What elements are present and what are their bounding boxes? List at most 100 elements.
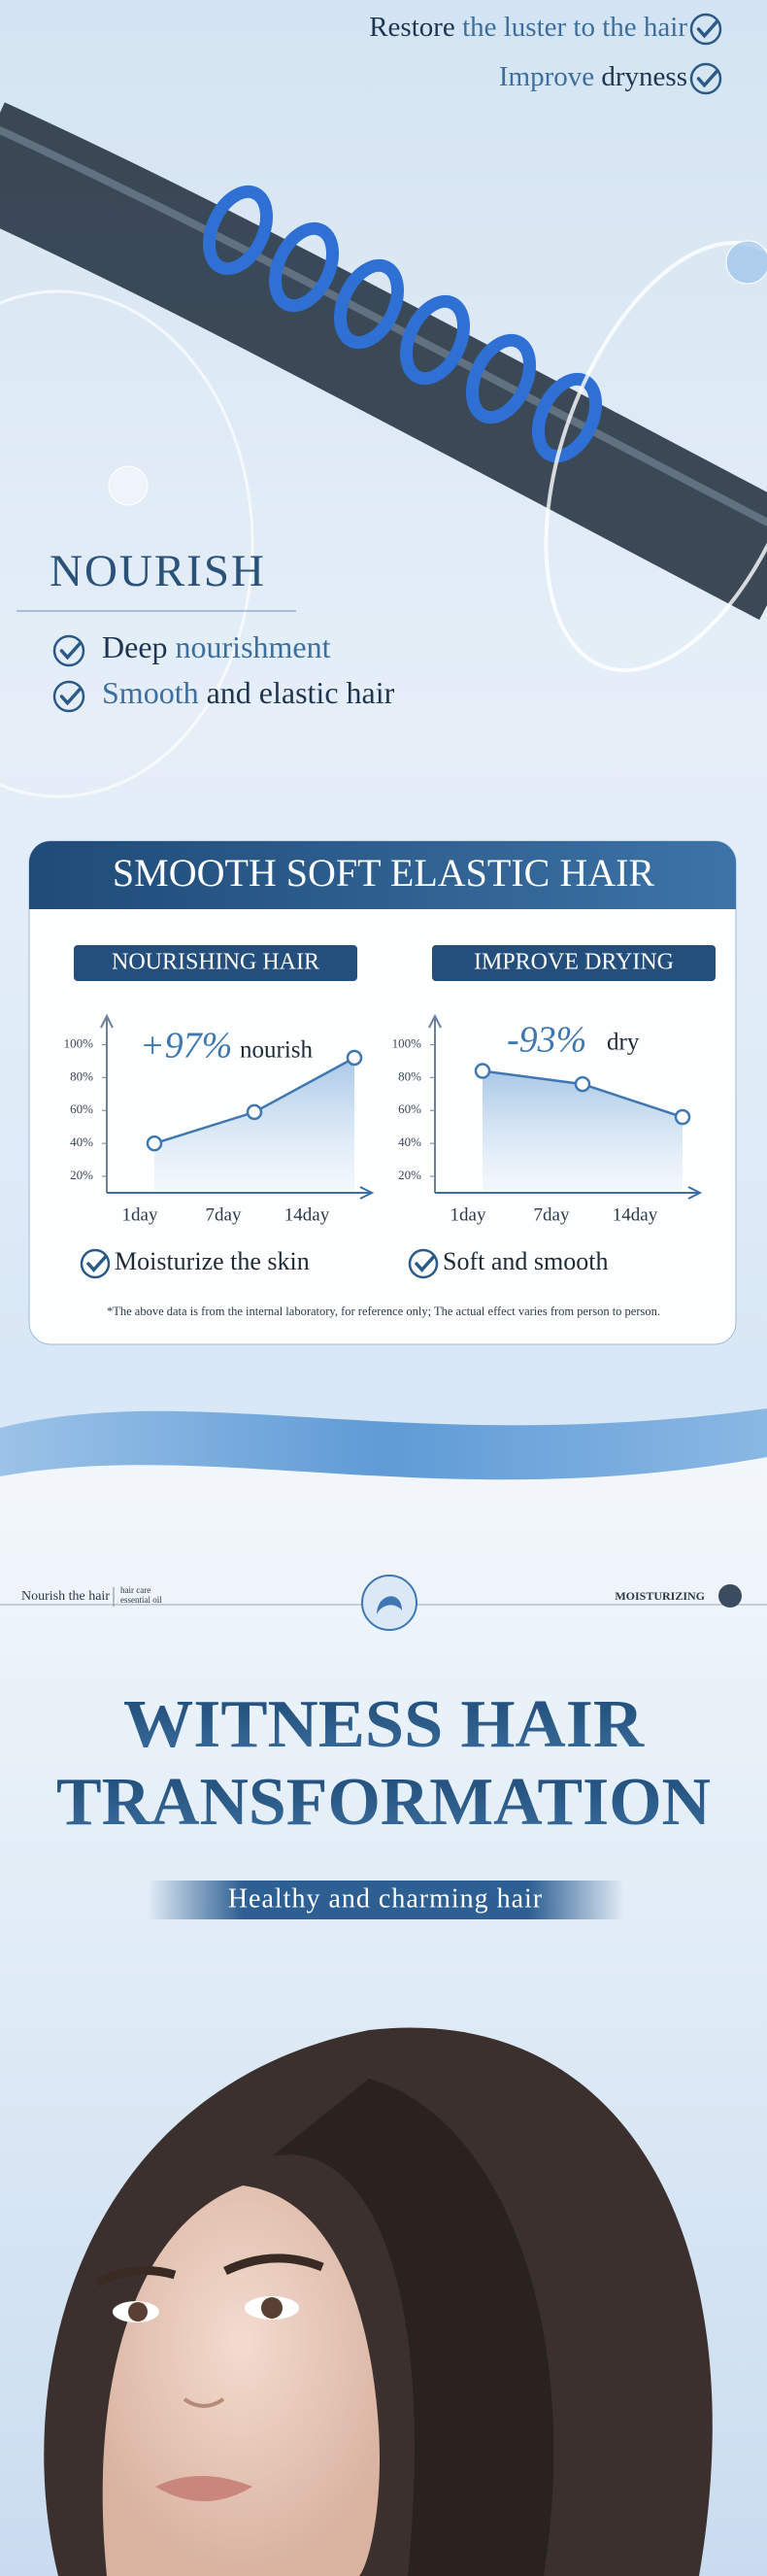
check-mark xyxy=(59,641,82,661)
footnote: *The above data is from the internal lab… xyxy=(107,1305,660,1318)
point xyxy=(674,1108,691,1126)
tagline: Healthy and charming hair xyxy=(228,1883,543,1914)
check-icon xyxy=(52,634,85,667)
nav-right: MOISTURIZING xyxy=(615,1589,705,1603)
y-tick-label: 80% xyxy=(70,1068,93,1083)
x-tick-label: 14day xyxy=(284,1204,330,1225)
nourish-item-part: nourishment xyxy=(176,629,331,664)
y-arrow xyxy=(100,1013,114,1029)
check-circle xyxy=(408,1248,439,1279)
x-tick-label: 7day xyxy=(534,1204,570,1225)
coil xyxy=(465,333,537,424)
point xyxy=(146,1135,163,1152)
y-tick-label: 60% xyxy=(398,1102,421,1116)
nourish-item: Smooth and elastic hair xyxy=(102,675,395,710)
chart-title-pill xyxy=(432,945,716,981)
check-circle xyxy=(80,1248,111,1279)
benefit: Improve dryness xyxy=(499,61,687,92)
annotation-label: dry xyxy=(607,1030,640,1056)
check-circle xyxy=(52,634,85,667)
benefit-part: Improve xyxy=(499,61,594,92)
coil xyxy=(399,294,471,386)
nav-sub: essential oil xyxy=(120,1595,162,1605)
benefit-part: dryness xyxy=(601,61,687,92)
annotation: -93% xyxy=(507,1020,586,1061)
lips xyxy=(155,2476,252,2501)
check-mark xyxy=(59,687,82,706)
y-tick-label: 40% xyxy=(398,1135,421,1149)
nav-icon xyxy=(718,1584,742,1608)
tagline-band xyxy=(148,1881,624,1919)
check-circle xyxy=(52,680,85,713)
benefit: Restore the luster to the hair xyxy=(369,12,687,43)
check-circle xyxy=(689,62,722,95)
check-icon xyxy=(408,1248,439,1279)
nose xyxy=(183,2397,225,2408)
benefit-part: Restore xyxy=(369,12,455,43)
point xyxy=(246,1103,263,1121)
check-icon xyxy=(689,13,722,46)
caption: Soft and smooth xyxy=(443,1247,608,1275)
annotation-label: nourish xyxy=(240,1037,314,1064)
benefit-part: the luster to the hair xyxy=(462,12,687,43)
iris xyxy=(261,2297,283,2319)
check-icon xyxy=(689,62,722,95)
hair-tube xyxy=(0,102,767,621)
x-tick-label: 7day xyxy=(206,1204,242,1225)
nav-sub: hair care xyxy=(120,1585,150,1595)
x-arrow xyxy=(359,1186,375,1200)
y-arrow xyxy=(428,1013,442,1029)
x-tick-label: 14day xyxy=(613,1204,658,1225)
iris xyxy=(128,2302,148,2322)
point xyxy=(346,1049,363,1067)
point xyxy=(474,1063,491,1079)
logo-figure xyxy=(377,1596,402,1614)
check-mark xyxy=(415,1255,436,1272)
check-mark xyxy=(696,19,718,39)
check-mark xyxy=(696,69,718,88)
nourish-item-part: and elastic hair xyxy=(207,675,395,710)
y-tick-label: 20% xyxy=(70,1168,93,1182)
x-tick-label: 1day xyxy=(122,1204,158,1225)
coil xyxy=(333,258,405,350)
nourish-item-part: Smooth xyxy=(102,675,199,710)
hair-shade xyxy=(272,2079,554,2576)
bubble xyxy=(108,465,149,506)
card-title: SMOOTH SOFT ELASTIC HAIR xyxy=(113,851,655,895)
nourish-item-part: Deep xyxy=(102,629,168,664)
card-header xyxy=(29,841,736,909)
bubble xyxy=(725,240,767,285)
brow xyxy=(94,2266,177,2288)
check-circle xyxy=(689,13,722,46)
glass-ring xyxy=(0,289,254,798)
x-tick-label: 1day xyxy=(450,1204,486,1225)
area xyxy=(154,1057,354,1193)
y-tick-label: 60% xyxy=(70,1102,93,1116)
check-icon xyxy=(52,680,85,713)
nourish-title: NOURISH xyxy=(50,546,266,596)
annotation: +97% xyxy=(140,1026,232,1067)
brow xyxy=(223,2254,324,2276)
check-mark xyxy=(86,1255,108,1272)
chart-title-pill xyxy=(74,945,357,981)
headline: WITNESS HAIR xyxy=(123,1687,645,1762)
coil xyxy=(268,221,340,313)
chart-title: IMPROVE DRYING xyxy=(474,950,674,975)
caption: Moisturize the skin xyxy=(115,1247,310,1275)
headline: TRANSFORMATION xyxy=(56,1765,711,1840)
y-tick-label: 40% xyxy=(70,1135,93,1149)
check-icon xyxy=(80,1248,111,1279)
chart-title: NOURISHING HAIR xyxy=(112,950,319,975)
x-arrow xyxy=(687,1186,703,1200)
face xyxy=(102,2186,380,2576)
point xyxy=(574,1075,591,1093)
y-tick-label: 20% xyxy=(398,1168,421,1182)
y-tick-label: 100% xyxy=(392,1035,422,1050)
y-tick-label: 80% xyxy=(398,1068,421,1083)
y-tick-label: 100% xyxy=(64,1035,94,1050)
coil xyxy=(202,185,274,276)
nav-left: Nourish the hair xyxy=(21,1589,110,1604)
nourish-item: Deep nourishment xyxy=(102,629,331,664)
